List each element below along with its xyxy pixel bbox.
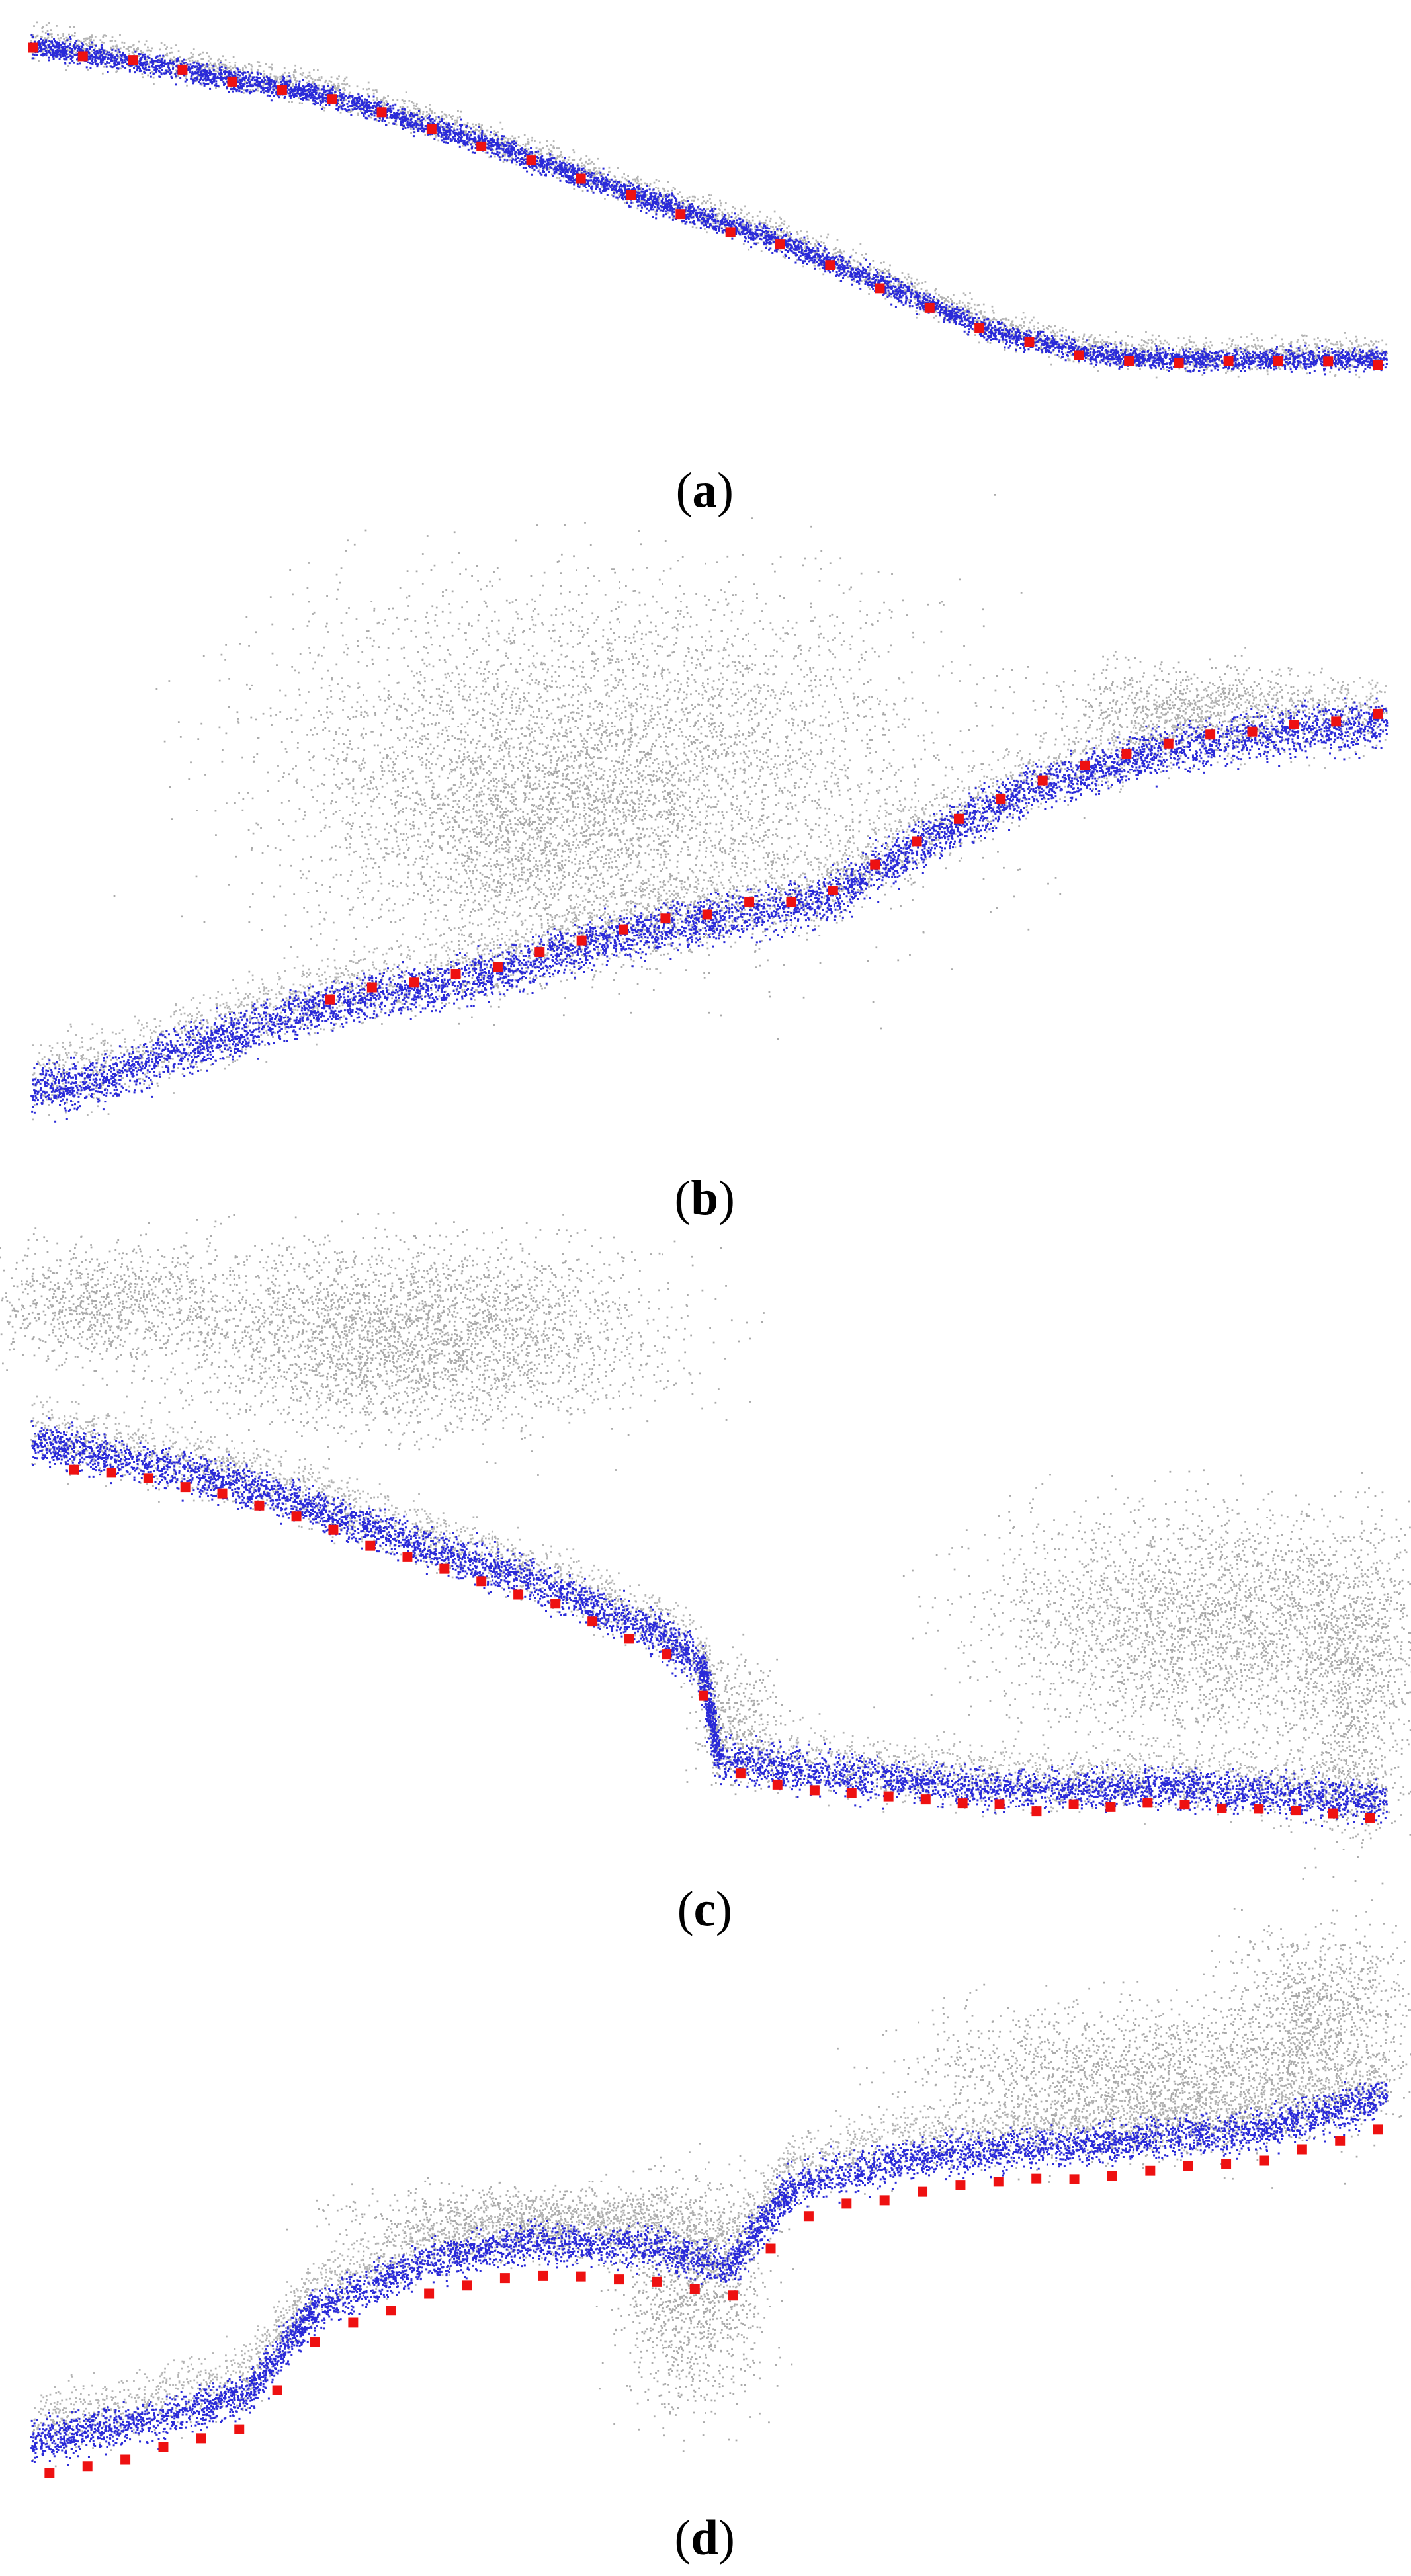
point-clouds (0, 21, 1411, 2478)
caption-letter: c (694, 1882, 716, 1937)
caption-close: ) (718, 2511, 735, 2565)
gray-cloud (260, 692, 826, 984)
caption-open: ( (675, 1171, 691, 1226)
caption: (c) (677, 1882, 732, 1937)
gray-cloud (40, 1211, 765, 1476)
blue-points (30, 2081, 1389, 2466)
caption-letter: d (691, 2511, 718, 2565)
caption-open: ( (675, 2511, 691, 2565)
gray-points (30, 1395, 1389, 1836)
caption-close: ) (716, 1882, 732, 1937)
gray-cloud (595, 2143, 794, 2453)
caption-close: ) (717, 463, 734, 518)
caption-close: ) (718, 1171, 735, 1226)
caption: (d) (675, 2511, 735, 2565)
caption: (a) (676, 463, 734, 518)
red-points (69, 1464, 1375, 1823)
blue-points (30, 1417, 1388, 1827)
gray-cloud (286, 2169, 800, 2266)
gray-cloud (0, 1214, 273, 1386)
red-points (44, 2124, 1383, 2478)
caption-open: ( (677, 1882, 694, 1937)
caption-letter: a (693, 463, 717, 518)
caption-open: ( (676, 463, 693, 518)
caption-letter: b (691, 1171, 718, 1226)
gray-cloud (1273, 1510, 1411, 1912)
red-points (28, 42, 1383, 370)
gray-cloud (873, 1469, 1411, 1800)
gray-points (32, 2042, 1389, 2468)
caption: (b) (675, 1171, 735, 1226)
